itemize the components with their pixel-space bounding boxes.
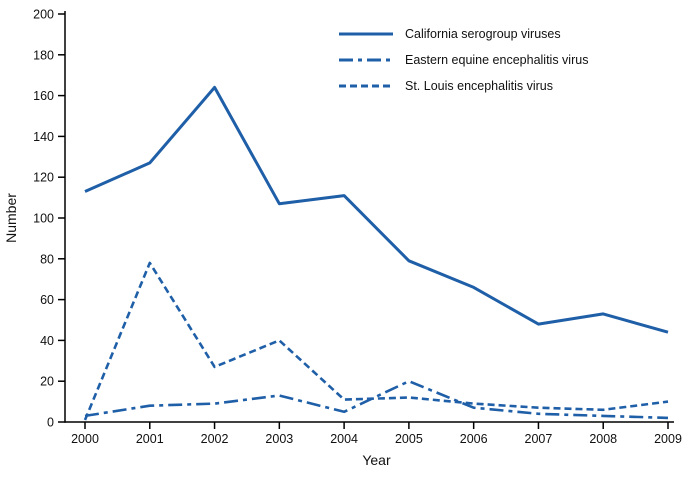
legend-item-california: California serogroup viruses (338, 26, 588, 42)
legend-item-st-louis: St. Louis encephalitis virus (338, 78, 588, 94)
x-tick-label: 2004 (330, 432, 358, 446)
legend-label-california: California serogroup viruses (405, 27, 561, 41)
y-tick-label: 0 (47, 416, 54, 430)
y-tick-label: 140 (33, 130, 54, 144)
x-tick-label: 2003 (265, 432, 293, 446)
y-tick-label: 20 (40, 375, 54, 389)
x-tick-label: 2009 (654, 432, 682, 446)
y-tick-label: 120 (33, 171, 54, 185)
y-axis-title: Number (3, 193, 19, 243)
y-tick-label: 160 (33, 89, 54, 103)
y-tick-label: 200 (33, 8, 54, 22)
y-tick-label: 180 (33, 48, 54, 62)
legend-label-st-louis: St. Louis encephalitis virus (405, 79, 553, 93)
y-tick-label: 80 (40, 252, 54, 266)
x-tick-label: 2007 (525, 432, 553, 446)
solid-line-sample-icon (339, 32, 393, 36)
legend-item-eastern-equine: Eastern equine encephalitis virus (338, 52, 588, 68)
dash-dot-line-sample-icon (339, 58, 393, 62)
legend: California serogroup viruses Eastern equ… (338, 26, 588, 94)
series-line-st-louis-encephalitis-virus (83, 261, 669, 421)
x-tick-label: 2000 (71, 432, 99, 446)
series-line-eastern-equine-encephalitis-virus (84, 379, 669, 420)
x-tick-label: 2005 (395, 432, 423, 446)
series-line-california-serogroup-viruses (84, 85, 669, 334)
y-tick-label: 100 (33, 212, 54, 226)
x-tick-label: 2001 (136, 432, 164, 446)
y-tick-label: 60 (40, 293, 54, 307)
legend-label-eastern-equine: Eastern equine encephalitis virus (405, 53, 589, 67)
y-tick-label: 40 (40, 334, 54, 348)
dashed-line-sample-icon (339, 84, 393, 88)
x-axis-title: Year (362, 452, 391, 468)
x-tick-label: 2002 (201, 432, 229, 446)
x-tick-label: 2008 (589, 432, 617, 446)
x-tick-label: 2006 (460, 432, 488, 446)
